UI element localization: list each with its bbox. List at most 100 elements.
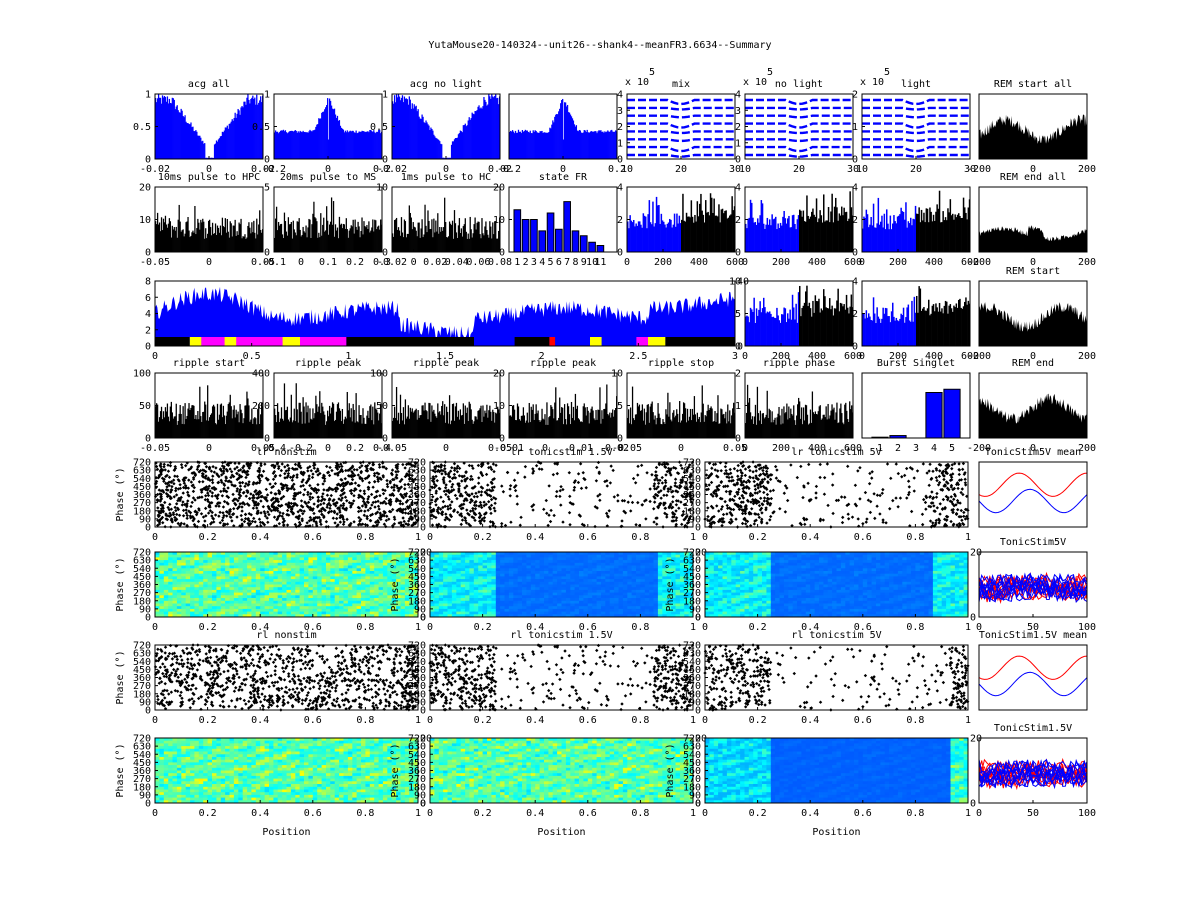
spike-point <box>505 470 510 475</box>
spike-point <box>765 492 770 497</box>
spike-point <box>316 482 320 487</box>
bar <box>817 301 819 346</box>
spike-point <box>595 465 599 470</box>
x-tick-label: 0 <box>152 532 158 543</box>
bar <box>462 226 464 252</box>
spike-point <box>863 490 868 495</box>
spike-point <box>769 514 773 519</box>
bar <box>844 404 846 438</box>
spike-point <box>616 493 620 497</box>
bar <box>711 408 713 438</box>
spike-point <box>963 481 968 485</box>
spike-point <box>932 504 936 508</box>
spike-point <box>248 496 252 501</box>
bar <box>160 217 163 252</box>
bar <box>714 215 717 252</box>
bar <box>351 226 353 252</box>
spike-point <box>253 520 257 524</box>
spike-point <box>652 507 656 511</box>
bar <box>368 132 370 159</box>
bar <box>493 412 495 438</box>
bar <box>646 404 648 438</box>
bar <box>299 130 301 159</box>
spike-point <box>247 480 251 484</box>
bar <box>336 115 339 159</box>
bar <box>660 213 663 252</box>
spike-point <box>261 505 266 509</box>
bar <box>942 313 944 346</box>
bar <box>157 94 160 159</box>
bar <box>284 130 287 159</box>
bar <box>303 231 305 252</box>
bar <box>411 103 413 159</box>
bar <box>426 232 428 252</box>
spike-point <box>324 519 329 524</box>
bar <box>443 227 445 252</box>
state-strip-segment <box>474 337 515 346</box>
bar <box>524 422 526 438</box>
y-tick-label: 0 <box>145 342 151 353</box>
spike-point <box>710 466 714 470</box>
bar <box>676 409 678 438</box>
bar <box>661 424 663 438</box>
spike-point <box>385 478 389 483</box>
bar <box>588 423 590 438</box>
bar <box>573 124 576 159</box>
bar <box>279 130 282 159</box>
spike-point <box>841 515 845 520</box>
spike-point <box>509 520 513 524</box>
bar <box>610 417 612 438</box>
spike-point <box>434 474 438 479</box>
spike-point <box>568 494 572 499</box>
bar <box>191 405 193 438</box>
bar <box>486 230 488 252</box>
x-tick-label: 1 <box>690 532 696 543</box>
spike-point <box>885 462 890 466</box>
bar <box>155 406 157 438</box>
y-tick-label: 0.5 <box>133 122 151 133</box>
spike-point <box>554 494 559 498</box>
spike-point <box>184 508 188 512</box>
bar <box>332 201 335 252</box>
bar <box>877 197 880 252</box>
bar <box>302 130 304 159</box>
x-tick-label: 600 <box>961 257 979 268</box>
bar <box>222 132 225 159</box>
bar <box>358 405 360 438</box>
waveform-line <box>745 153 853 158</box>
waveform-line <box>862 106 970 111</box>
bar <box>208 420 210 438</box>
bar <box>694 214 696 252</box>
bar <box>411 408 413 438</box>
bar <box>353 233 355 252</box>
spike-point <box>367 480 372 485</box>
bar <box>355 393 357 438</box>
bar <box>481 422 483 438</box>
bar <box>450 144 453 159</box>
bar <box>356 421 358 438</box>
bar <box>753 222 755 252</box>
bar <box>830 410 832 438</box>
spike-point <box>343 495 348 499</box>
spike-point <box>163 500 167 505</box>
spike-point <box>492 469 496 474</box>
bar <box>354 132 356 159</box>
bar <box>929 315 931 346</box>
bar <box>706 212 708 252</box>
spike-point <box>453 493 458 498</box>
bar <box>430 228 432 252</box>
state-fr-bar <box>521 219 530 253</box>
spike-point <box>508 487 512 491</box>
bar <box>678 215 681 252</box>
bar <box>893 215 895 252</box>
bar <box>794 319 796 346</box>
x-tick-label: 0.8 <box>631 532 649 543</box>
spike-point <box>734 517 738 521</box>
bar <box>405 237 408 252</box>
panel-pulse-ms: 20ms pulse to MS-0.1 0 0.1 0.2 0.305 <box>262 172 391 268</box>
bar <box>850 409 852 438</box>
bar <box>599 387 601 438</box>
bar <box>671 421 673 438</box>
spike-point <box>244 494 248 498</box>
bar <box>656 417 658 438</box>
